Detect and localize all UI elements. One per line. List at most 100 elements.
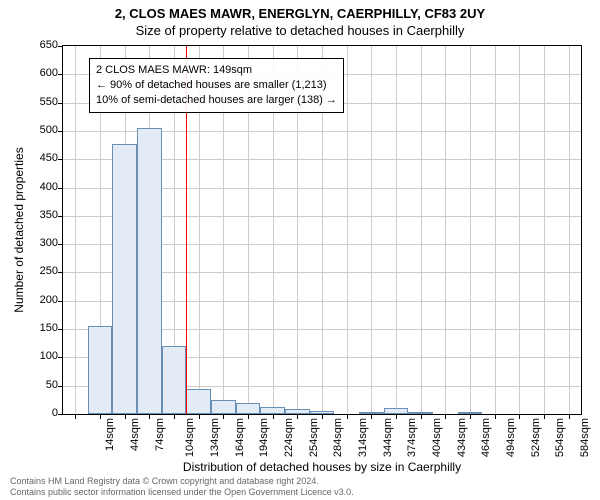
y-tick-mark [58, 272, 63, 273]
x-tick-label: 224sqm [283, 418, 295, 457]
footer-line-2: Contains public sector information licen… [10, 487, 596, 498]
x-tick-mark [569, 414, 570, 419]
y-tick-mark [58, 159, 63, 160]
y-tick-label: 150 [18, 322, 58, 334]
grid-line-v [396, 46, 397, 414]
x-tick-mark [199, 414, 200, 419]
x-tick-label: 314sqm [357, 418, 369, 457]
grid-line-v [75, 46, 76, 414]
histogram-bar [458, 412, 483, 414]
x-tick-mark [297, 414, 298, 419]
histogram-bar [186, 389, 211, 414]
x-tick-mark [75, 414, 76, 419]
y-tick-mark [58, 244, 63, 245]
y-tick-mark [58, 357, 63, 358]
histogram-bar [260, 407, 285, 414]
y-tick-label: 400 [18, 181, 58, 193]
x-tick-mark [495, 414, 496, 419]
y-tick-label: 550 [18, 96, 58, 108]
grid-line-v [495, 46, 496, 414]
x-tick-label: 194sqm [258, 418, 270, 457]
x-tick-label: 164sqm [234, 418, 246, 457]
x-tick-mark [273, 414, 274, 419]
x-tick-mark [174, 414, 175, 419]
y-tick-label: 600 [18, 67, 58, 79]
x-tick-label: 494sqm [505, 418, 517, 457]
histogram-bar [88, 326, 113, 414]
histogram-bar [408, 412, 433, 414]
x-tick-label: 524sqm [530, 418, 542, 457]
grid-line-v [470, 46, 471, 414]
y-tick-mark [58, 216, 63, 217]
x-tick-label: 74sqm [154, 418, 166, 451]
x-tick-mark [421, 414, 422, 419]
x-tick-label: 434sqm [456, 418, 468, 457]
grid-line-v [421, 46, 422, 414]
grid-line-v [371, 46, 372, 414]
x-tick-mark [396, 414, 397, 419]
grid-line-v [569, 46, 570, 414]
y-tick-mark [58, 46, 63, 47]
x-tick-label: 134sqm [209, 418, 221, 457]
x-tick-mark [248, 414, 249, 419]
chart-container: { "title_main": "2, CLOS MAES MAWR, ENER… [0, 0, 600, 500]
x-tick-label: 584sqm [579, 418, 591, 457]
histogram-bar [137, 128, 162, 414]
x-tick-label: 104sqm [184, 418, 196, 457]
histogram-bar [236, 403, 261, 414]
y-tick-label: 50 [18, 379, 58, 391]
footer-line-1: Contains HM Land Registry data © Crown c… [10, 476, 596, 487]
x-tick-label: 374sqm [406, 418, 418, 457]
x-tick-mark [445, 414, 446, 419]
x-axis-title: Distribution of detached houses by size … [62, 460, 582, 474]
grid-line-v [445, 46, 446, 414]
y-tick-label: 0 [18, 407, 58, 419]
histogram-bar [310, 411, 335, 414]
x-tick-label: 254sqm [308, 418, 320, 457]
x-tick-label: 464sqm [480, 418, 492, 457]
y-tick-mark [58, 74, 63, 75]
histogram-bar [211, 400, 236, 414]
chart-footer: Contains HM Land Registry data © Crown c… [10, 476, 596, 498]
y-tick-label: 300 [18, 237, 58, 249]
plot-area: 2 CLOS MAES MAWR: 149sqm ← 90% of detach… [62, 45, 582, 415]
y-tick-label: 200 [18, 294, 58, 306]
y-tick-mark [58, 301, 63, 302]
y-tick-mark [58, 329, 63, 330]
grid-line-v [347, 46, 348, 414]
x-tick-label: 554sqm [554, 418, 566, 457]
x-tick-label: 404sqm [431, 418, 443, 457]
x-tick-label: 14sqm [104, 418, 116, 451]
y-tick-mark [58, 103, 63, 104]
chart-title-sub: Size of property relative to detached ho… [0, 23, 600, 38]
histogram-bar [384, 408, 409, 414]
x-tick-mark [223, 414, 224, 419]
x-tick-mark [519, 414, 520, 419]
x-tick-label: 284sqm [332, 418, 344, 457]
chart-title-main: 2, CLOS MAES MAWR, ENERGLYN, CAERPHILLY,… [0, 0, 600, 21]
x-tick-mark [347, 414, 348, 419]
histogram-bar [112, 144, 137, 414]
y-tick-label: 350 [18, 209, 58, 221]
x-tick-mark [544, 414, 545, 419]
y-tick-mark [58, 188, 63, 189]
annotation-line-1: 2 CLOS MAES MAWR: 149sqm [96, 63, 337, 78]
x-tick-mark [125, 414, 126, 419]
x-tick-label: 44sqm [129, 418, 141, 451]
x-tick-mark [100, 414, 101, 419]
y-tick-label: 650 [18, 39, 58, 51]
y-tick-mark [58, 131, 63, 132]
x-tick-mark [371, 414, 372, 419]
annotation-line-3: 10% of semi-detached houses are larger (… [96, 93, 337, 108]
x-tick-mark [470, 414, 471, 419]
x-tick-label: 344sqm [382, 418, 394, 457]
histogram-bar [162, 346, 187, 414]
y-tick-label: 450 [18, 152, 58, 164]
y-tick-mark [58, 414, 63, 415]
y-tick-label: 100 [18, 350, 58, 362]
grid-line-v [544, 46, 545, 414]
histogram-bar [359, 412, 384, 414]
histogram-bar [285, 409, 310, 414]
annotation-box: 2 CLOS MAES MAWR: 149sqm ← 90% of detach… [89, 58, 344, 113]
y-tick-label: 250 [18, 265, 58, 277]
